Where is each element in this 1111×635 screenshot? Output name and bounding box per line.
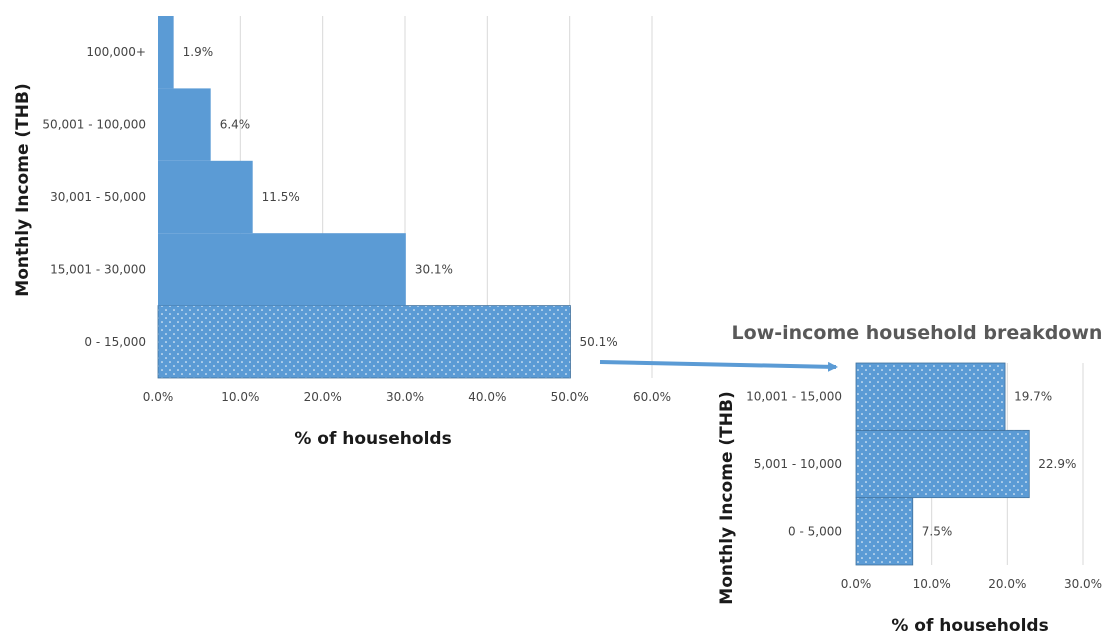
breakdown-x-tick-10-0: 10.0% <box>913 577 951 591</box>
main-y-axis-title: Monthly Income (THB) <box>13 83 33 296</box>
main-data-label-100-000: 1.9% <box>183 45 214 59</box>
breakdown-chart-title: Low-income household breakdown <box>732 322 1103 344</box>
main-x-axis-title: % of households <box>294 429 451 449</box>
breakdown-y-tick-labels: 0 - 5,000 5,001 - 10,000 10,001 - 15,000 <box>746 390 842 539</box>
main-y-tick-0-15-000: 0 - 15,000 <box>84 335 146 349</box>
main-y-tick-100-000: 100,000+ <box>86 45 146 59</box>
breakdown-y-tick-5-001-10-000: 5,001 - 10,000 <box>754 457 842 471</box>
main-bar-15-001-30-000 <box>158 233 406 306</box>
breakdown-x-tick-0-0: 0.0% <box>841 577 872 591</box>
main-y-tick-15-001-30-000: 15,001 - 30,000 <box>50 262 146 276</box>
breakdown-x-tick-labels: 0.0% 10.0% 20.0% 30.0% <box>841 577 1102 591</box>
breakdown-data-label-0-5-000: 7.5% <box>922 524 953 538</box>
main-x-tick-10-0: 10.0% <box>221 390 259 404</box>
breakdown-arrow <box>599 360 838 372</box>
main-data-label-50-001-100-000: 6.4% <box>220 118 251 132</box>
main-x-tick-60-0: 60.0% <box>633 390 671 404</box>
main-bar-30-001-50-000 <box>158 160 253 234</box>
breakdown-data-label-10-001-15-000: 19.7% <box>1014 390 1052 404</box>
main-x-tick-30-0: 30.0% <box>386 390 424 404</box>
main-x-tick-50-0: 50.0% <box>551 390 589 404</box>
breakdown-y-axis-title: Monthly Income (THB) <box>717 391 737 604</box>
breakdown-bars <box>855 362 1030 566</box>
breakdown-data-labels: 7.5% 22.9% 19.7% <box>922 390 1077 539</box>
main-y-tick-30-001-50-000: 30,001 - 50,000 <box>50 190 146 204</box>
breakdown-bar-5-001-10-000 <box>855 429 1030 499</box>
main-x-tick-20-0: 20.0% <box>304 390 342 404</box>
breakdown-data-label-5-001-10-000: 22.9% <box>1038 457 1076 471</box>
main-bars <box>157 16 571 379</box>
main-data-label-0-15-000: 50.1% <box>579 335 617 349</box>
main-bar-0-15-000 <box>157 305 571 379</box>
breakdown-y-tick-10-001-15-000: 10,001 - 15,000 <box>746 390 842 404</box>
main-x-tick-40-0: 40.0% <box>468 390 506 404</box>
main-y-tick-labels: 0 - 15,000 15,001 - 30,000 30,001 - 50,000… <box>42 45 146 349</box>
main-y-tick-50-001-100-000: 50,001 - 100,000 <box>42 118 146 132</box>
main-x-tick-labels: 0.0% 10.0% 20.0% 30.0% 40.0% 50.0% 60.0% <box>143 390 671 404</box>
breakdown-y-tick-0-5-000: 0 - 5,000 <box>788 524 842 538</box>
breakdown-x-axis-title: % of households <box>891 616 1048 635</box>
breakdown-bar-10-001-15-000 <box>855 362 1006 431</box>
main-bar-50-001-100-000 <box>158 88 211 161</box>
income-distribution-chart: 0 - 15,000 15,001 - 30,000 30,001 - 50,000… <box>13 16 671 449</box>
breakdown-x-tick-30-0: 30.0% <box>1064 577 1102 591</box>
main-bar-100-000 <box>158 16 174 89</box>
main-data-label-15-001-30-000: 30.1% <box>415 262 453 276</box>
breakdown-x-tick-20-0: 20.0% <box>988 577 1026 591</box>
main-data-label-30-001-50-000: 11.5% <box>262 190 300 204</box>
main-data-labels: 50.1% 30.1% 11.5% 6.4% 1.9% <box>183 45 618 349</box>
breakdown-bar-0-5-000 <box>855 497 914 566</box>
low-income-breakdown-chart: Low-income household breakdown 0 - 5,000… <box>717 322 1102 635</box>
main-x-tick-0-0: 0.0% <box>143 390 174 404</box>
